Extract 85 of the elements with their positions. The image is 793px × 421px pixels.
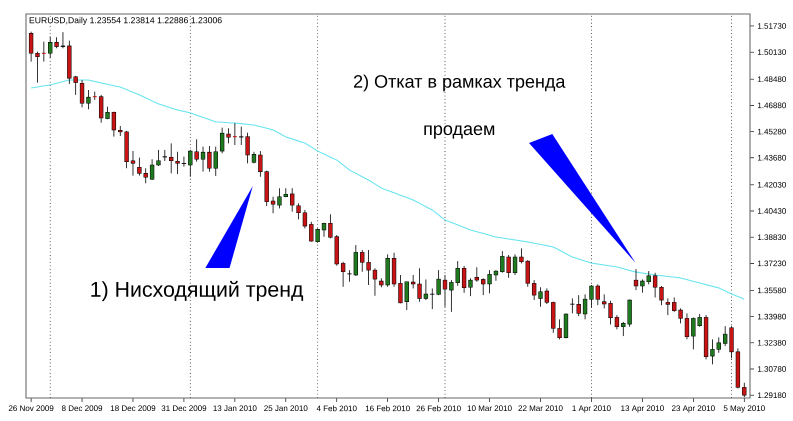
candlestick [698,314,702,328]
x-tick-label: 4 Feb 2010 [316,405,357,412]
candlestick [379,278,384,288]
y-tick-label: 1.33980 [758,314,786,320]
candlestick [360,250,364,272]
candlestick [672,297,676,312]
annotation: 2) Откат в рамках тренда [354,74,566,92]
candlestick [232,122,238,146]
candlestick [722,326,728,346]
candlestick [652,272,658,298]
x-tick-label: 23 Apr 2010 [672,405,715,413]
candlestick [602,294,606,309]
x-tick-label: 5 May 2010 [724,405,765,413]
candlestick [194,138,199,162]
candlestick [118,126,122,136]
y-tick-label: 1.48480 [758,76,786,82]
candlestick [74,75,78,96]
x-tick-label: 25 Jan 2010 [264,405,308,412]
candlestick [430,288,434,310]
x-tick-label: 13 Apr 2010 [621,405,664,413]
annotation: продаем [424,125,494,139]
candlestick [666,298,670,316]
candlestick [646,270,651,285]
candlestick [239,126,244,146]
y-tick-label: 1.45280 [758,128,786,134]
y-tick-label: 1.38830 [758,234,786,240]
x-tick-label: 31 Dec 2009 [162,405,206,412]
candlestick [98,94,104,124]
candlestick [538,286,543,308]
x-tick-label: 13 Jan 2010 [213,405,257,412]
candlestick [169,142,174,174]
candlestick [449,280,454,312]
y-tick-label: 1.35580 [758,288,786,294]
candlestick [137,157,142,176]
candlestick [309,221,314,242]
candlestick [347,270,352,282]
candlestick [322,222,326,238]
y-tick-label: 1.42030 [758,182,786,188]
candlestick [691,317,696,350]
x-tick-label: 18 Dec 2009 [110,405,156,412]
candlestick [506,254,511,278]
candlestick [410,274,416,289]
annotation: 1) Нисходящий тренд [91,280,304,302]
y-tick-label: 1.43680 [758,154,786,161]
candlestick [716,337,721,354]
y-tick-label: 1.37230 [758,260,786,266]
candlestick [258,150,263,178]
candlestick [226,128,231,144]
x-tick-label: 8 Dec 2009 [62,405,102,412]
x-tick-label: 16 Feb 2010 [366,405,410,412]
candlestick [526,260,530,288]
x-tick-label: 10 Mar 2010 [468,405,512,412]
candlestick [354,244,358,276]
candlestick [214,146,218,176]
chart-title: EURUSD,Daily 1.23554 1.23814 1.22886 1.23006 [30,16,222,26]
candlestick [328,214,333,239]
y-tick-label: 1.50130 [758,49,786,55]
y-tick-label: 1.51730 [758,23,786,29]
candlestick [544,288,550,304]
candlestick [404,281,409,310]
candlestick [596,284,600,306]
candlestick [340,261,346,288]
candlestick [500,250,504,274]
candlestick [621,321,626,336]
candlestick [481,278,486,296]
candlestick [162,150,168,162]
x-tick-label: 22 Mar 2010 [518,405,563,412]
y-tick-label: 1.46880 [758,102,786,108]
candlestick [144,168,148,184]
x-tick-label: 1 Apr 2010 [572,405,611,413]
candlestick [436,270,441,296]
x-tick-label: 26 Nov 2009 [8,405,54,412]
candlestick [290,188,294,212]
y-tick-label: 1.32380 [758,340,786,346]
candlestick [659,286,664,306]
candlestick [474,266,480,282]
candlestick [570,298,575,314]
y-tick-label: 1.40430 [758,208,786,214]
candlestick [532,280,536,300]
candlestick [576,294,581,317]
y-tick-label: 1.30780 [758,366,786,372]
y-tick-label: 1.29180 [758,392,786,398]
candlestick [456,260,460,286]
candlestick [220,127,224,154]
x-tick-label: 26 Feb 2010 [416,405,461,412]
